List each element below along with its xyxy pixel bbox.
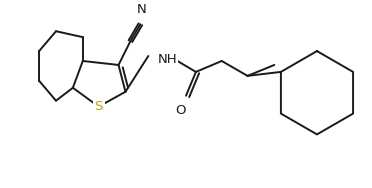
Text: S: S — [94, 100, 103, 113]
Text: NH: NH — [158, 52, 178, 65]
Text: O: O — [175, 104, 185, 117]
Text: N: N — [137, 3, 146, 16]
